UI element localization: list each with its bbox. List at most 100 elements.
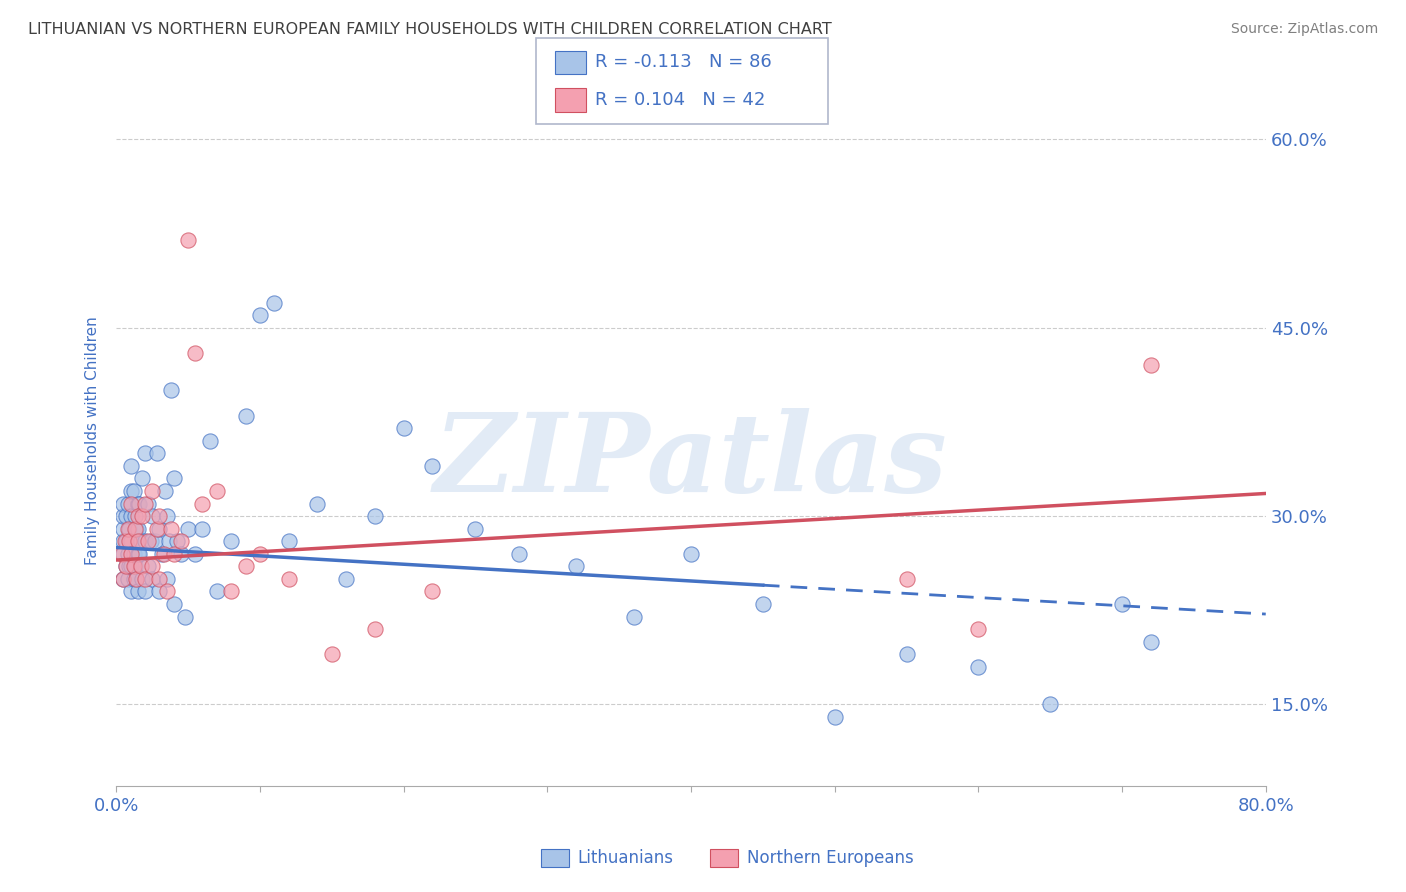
Point	[141, 559, 163, 574]
Point	[122, 483, 145, 498]
Point	[205, 584, 228, 599]
Point	[112, 522, 135, 536]
Point	[422, 458, 444, 473]
Point	[124, 559, 146, 574]
Point	[191, 496, 214, 510]
Point	[160, 384, 183, 398]
Point	[127, 584, 149, 599]
Point	[235, 409, 257, 423]
Point	[170, 547, 193, 561]
Point	[117, 572, 139, 586]
Point	[117, 547, 139, 561]
Point	[127, 509, 149, 524]
Point	[364, 509, 387, 524]
Text: Source: ZipAtlas.com: Source: ZipAtlas.com	[1230, 22, 1378, 37]
Point	[235, 559, 257, 574]
Point	[134, 496, 156, 510]
Point	[127, 522, 149, 536]
Point	[134, 534, 156, 549]
Point	[565, 559, 588, 574]
Point	[307, 496, 329, 510]
Point	[115, 534, 138, 549]
Point	[464, 522, 486, 536]
Point	[115, 509, 138, 524]
Point	[263, 295, 285, 310]
Point	[112, 509, 135, 524]
Point	[1039, 698, 1062, 712]
Point	[120, 458, 142, 473]
Point	[118, 522, 141, 536]
Point	[125, 522, 148, 536]
Point	[219, 534, 242, 549]
Point	[118, 559, 141, 574]
Point	[163, 471, 186, 485]
Point	[127, 547, 149, 561]
Point	[1139, 634, 1161, 648]
Point	[148, 509, 170, 524]
Point	[120, 509, 142, 524]
Point	[141, 483, 163, 498]
Point	[249, 308, 271, 322]
Point	[163, 597, 186, 611]
Point	[143, 534, 166, 549]
Point	[364, 622, 387, 636]
Point	[145, 446, 167, 460]
Point	[198, 434, 221, 448]
Point	[177, 233, 200, 247]
Point	[129, 534, 152, 549]
Point	[125, 572, 148, 586]
Point	[191, 522, 214, 536]
Text: Lithuanians: Lithuanians	[578, 849, 673, 867]
Point	[134, 572, 156, 586]
Point	[159, 534, 181, 549]
Point	[155, 584, 177, 599]
Point	[124, 509, 146, 524]
Point	[152, 547, 174, 561]
Point	[120, 547, 142, 561]
Point	[117, 496, 139, 510]
Text: Northern Europeans: Northern Europeans	[747, 849, 914, 867]
Point	[160, 522, 183, 536]
Point	[422, 584, 444, 599]
Point	[118, 534, 141, 549]
Point	[174, 609, 197, 624]
Point	[122, 559, 145, 574]
Point	[136, 559, 159, 574]
Point	[128, 496, 150, 510]
Point	[134, 584, 156, 599]
Point	[120, 496, 142, 510]
Point	[679, 547, 702, 561]
Point	[115, 559, 138, 574]
Point	[120, 483, 142, 498]
Point	[277, 534, 299, 549]
Point	[508, 547, 530, 561]
Point	[136, 534, 159, 549]
Point	[896, 647, 918, 661]
Point	[122, 547, 145, 561]
Point	[117, 522, 139, 536]
Point	[112, 496, 135, 510]
Y-axis label: Family Households with Children: Family Households with Children	[86, 317, 100, 566]
Point	[184, 547, 207, 561]
Point	[125, 572, 148, 586]
Point	[145, 522, 167, 536]
Point	[114, 534, 136, 549]
Point	[335, 572, 357, 586]
Point	[129, 559, 152, 574]
Point	[141, 572, 163, 586]
Point	[155, 572, 177, 586]
Point	[155, 509, 177, 524]
Point	[170, 534, 193, 549]
Point	[1111, 597, 1133, 611]
Point	[131, 509, 153, 524]
Point	[392, 421, 415, 435]
Point	[163, 547, 186, 561]
Point	[177, 522, 200, 536]
Point	[166, 534, 188, 549]
Point	[967, 660, 990, 674]
Point	[111, 547, 134, 561]
Point	[277, 572, 299, 586]
Text: R = 0.104   N = 42: R = 0.104 N = 42	[595, 91, 765, 109]
Point	[120, 559, 142, 574]
Point	[967, 622, 990, 636]
